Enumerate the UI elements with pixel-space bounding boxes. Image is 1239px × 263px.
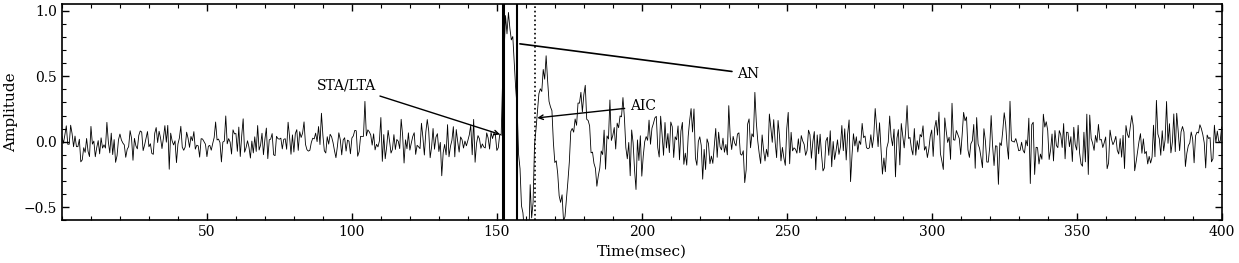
Text: STA/LTA: STA/LTA xyxy=(317,78,498,135)
X-axis label: Time(msec): Time(msec) xyxy=(597,245,686,259)
Y-axis label: Amplitude: Amplitude xyxy=(4,73,19,152)
Text: AIC: AIC xyxy=(539,99,657,119)
Text: AN: AN xyxy=(520,44,760,81)
